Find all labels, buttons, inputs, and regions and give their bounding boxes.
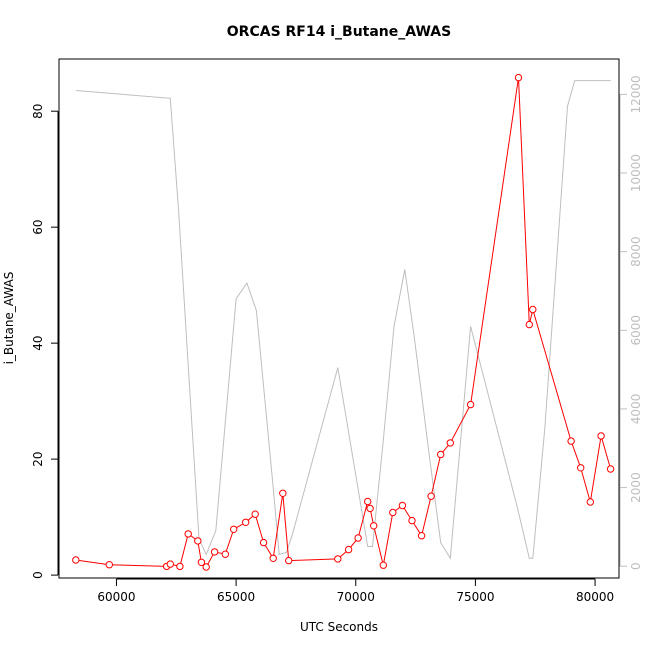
data-point: [251, 510, 259, 518]
data-point: [344, 545, 353, 554]
data-point: [334, 555, 342, 563]
data-point: [427, 492, 435, 500]
chart-title: ORCAS RF14 i_Butane_AWAS: [227, 24, 451, 40]
data-point: [389, 508, 397, 517]
data-point: [176, 562, 184, 571]
data-point: [210, 548, 219, 556]
data-point: [370, 522, 378, 530]
data-point: [230, 525, 238, 533]
x-axis-label: UTC Seconds: [300, 620, 378, 634]
y-axis: 0 20 40 60 80: [31, 104, 59, 579]
data-point: [586, 498, 594, 506]
data-point: [242, 518, 250, 526]
y2-tick-label: 2000: [629, 472, 643, 503]
data-point: [379, 561, 387, 569]
data-point: [105, 561, 114, 569]
y-tick-label: 60: [31, 220, 45, 235]
secondary-series-line: [75, 80, 611, 560]
y-tick-label: 20: [31, 451, 45, 466]
y2-tick-label: 10000: [629, 154, 643, 192]
y-tick-label: 0: [31, 571, 45, 579]
x-tick-label: 60000: [97, 590, 135, 604]
data-point: [184, 530, 192, 538]
data-point: [285, 556, 293, 565]
data-point: [567, 437, 575, 445]
y2-tick-label: 12000: [629, 75, 643, 113]
data-point: [354, 534, 362, 542]
data-point: [417, 532, 426, 540]
data-point: [364, 497, 372, 506]
data-point: [366, 504, 374, 513]
data-point: [597, 432, 605, 440]
plot-frame: [58, 58, 620, 579]
data-point: [269, 554, 277, 562]
series-layer: [72, 73, 615, 571]
data-point: [529, 305, 537, 314]
x-tick-label: 80000: [576, 590, 614, 604]
y2-tick-label: 8000: [629, 236, 643, 267]
data-point: [279, 489, 287, 497]
data-point: [577, 464, 585, 472]
data-point: [221, 550, 230, 558]
y2-tick-label: 0: [629, 562, 643, 570]
data-point: [72, 556, 80, 564]
data-point: [197, 558, 206, 566]
x-tick-label: 65000: [217, 590, 255, 604]
y-axis-label: i_Butane_AWAS: [2, 272, 16, 365]
y2-tick-label: 6000: [629, 315, 643, 346]
data-point: [466, 400, 475, 409]
y2-tick-label: 4000: [629, 394, 643, 425]
data-point: [166, 560, 175, 568]
x-tick-label: 70000: [337, 590, 375, 604]
data-point: [259, 538, 268, 547]
data-point: [606, 465, 615, 473]
data-point: [408, 516, 416, 525]
y-tick-label: 80: [31, 104, 45, 119]
data-point: [202, 563, 210, 571]
x-axis: 60000 65000 70000 75000 80000: [97, 578, 614, 604]
data-point: [525, 320, 533, 329]
data-point: [446, 439, 454, 447]
data-point: [514, 73, 523, 82]
y-tick-label: 40: [31, 336, 45, 351]
y2-axis: 0 2000 4000 6000 8000 10000 12000: [619, 75, 643, 570]
data-point: [194, 537, 202, 545]
data-point: [437, 450, 445, 459]
x-tick-label: 75000: [456, 590, 494, 604]
data-point: [398, 501, 407, 510]
